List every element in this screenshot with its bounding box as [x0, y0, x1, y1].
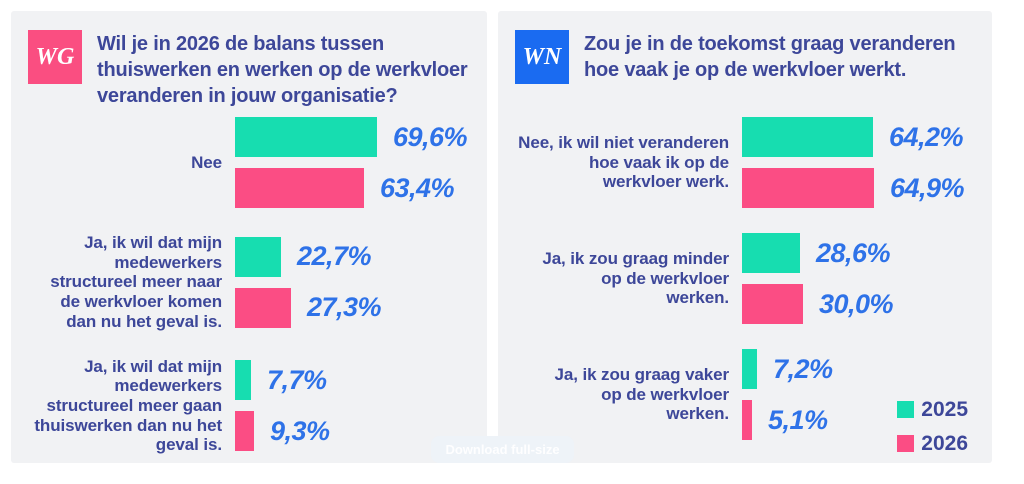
category-label: Ja, ik zou graag vaker op de werkvloer w…	[554, 364, 730, 424]
bar-group: Ja, ik zou graag vaker op de werkvloer w…	[516, 349, 964, 440]
bar-row-2025: 7,2%	[742, 349, 833, 389]
bar-row-2025: 22,7%	[235, 236, 381, 277]
bar-pair: 22,7% 27,3%	[235, 236, 382, 328]
bar-row-2026: 63,4%	[235, 168, 467, 208]
bar-row-2026: 30,0%	[742, 284, 894, 324]
bar-2025	[235, 360, 251, 401]
wn-bar-chart: Nee, ik wil niet veranderen hoe vaak ik …	[516, 117, 965, 465]
bar-2025	[235, 236, 281, 277]
value-label: 9,3%	[270, 415, 330, 446]
legend-label: 2026	[921, 432, 968, 455]
value-label: 22,7%	[297, 241, 372, 272]
category-label: Ja, ik zou graag minder op de werkvloer …	[542, 248, 729, 308]
category-label: Ja, ik wil dat mijn medewerkers structur…	[34, 356, 222, 455]
bar-2026	[742, 400, 752, 440]
panel-wg-title: Wil je in 2026 de balans tussen thuiswer…	[97, 33, 468, 107]
bar-row-2025: 28,6%	[742, 233, 893, 273]
bar-group: Ja, ik wil dat mijn medewerkers structur…	[29, 357, 467, 456]
bar-row-2026: 9,3%	[235, 411, 330, 452]
value-label: 64,9%	[890, 172, 965, 203]
wg-bar-chart: Nee 69,6% 63,4% Ja, ik wil dat mijn medewer…	[29, 117, 468, 480]
panel-wg-header: WG Wil je in 2026 de balans tussen thuis…	[28, 30, 468, 109]
download-full-size-button[interactable]: Download full-size	[431, 436, 574, 463]
value-label: 69,6%	[393, 121, 468, 152]
panel-wn-employees: WN Zou je in de toekomst graag verandere…	[498, 11, 992, 463]
value-label: 27,3%	[307, 292, 382, 323]
bar-group: Ja, ik zou graag minder op de werkvloer …	[516, 233, 964, 324]
wn-badge: WN	[515, 30, 569, 84]
bar-row-2026: 27,3%	[235, 287, 382, 328]
wg-badge: WG	[28, 30, 82, 84]
bar-pair: 28,6% 30,0%	[742, 233, 894, 324]
bar-row-2025: 69,6%	[235, 117, 468, 157]
bar-row-2026: 64,9%	[742, 168, 965, 208]
legend-label: 2025	[921, 398, 968, 421]
value-label: 7,2%	[773, 353, 833, 384]
value-label: 30,0%	[819, 288, 894, 319]
legend-item-2025: 2025	[897, 399, 968, 420]
bar-row-2026: 5,1%	[742, 400, 833, 440]
bar-group: Ja, ik wil dat mijn medewerkers structur…	[29, 233, 467, 332]
value-label: 28,6%	[816, 237, 891, 268]
value-label: 63,4%	[380, 172, 455, 203]
value-label: 5,1%	[768, 404, 828, 435]
chart-legend: 2025 2026	[897, 399, 968, 454]
legend-swatch-2025	[897, 401, 915, 418]
panel-wn-header: WN Zou je in de toekomst graag verandere…	[515, 30, 956, 84]
bar-2026	[742, 168, 874, 208]
bar-pair: 7,7% 9,3%	[235, 360, 330, 452]
legend-item-2026: 2026	[897, 433, 968, 454]
bar-2025	[742, 349, 757, 389]
panel-wg-employers: WG Wil je in 2026 de balans tussen thuis…	[11, 11, 487, 463]
bar-2025	[742, 233, 800, 273]
bar-2026	[742, 284, 803, 324]
bar-group: Nee 69,6% 63,4%	[29, 117, 468, 208]
value-label: 64,2%	[889, 121, 964, 152]
bar-pair: 64,2% 64,9%	[742, 117, 965, 208]
bar-row-2025: 64,2%	[742, 117, 964, 157]
bar-2026	[235, 287, 291, 328]
category-label: Ja, ik wil dat mijn medewerkers structur…	[50, 233, 222, 331]
bar-pair: 7,2% 5,1%	[742, 349, 833, 440]
bar-2025	[742, 117, 873, 157]
panel-wn-title: Zou je in de toekomst graag veranderen h…	[584, 33, 956, 81]
bar-pair: 69,6% 63,4%	[235, 117, 468, 208]
category-label: Nee, ik wil niet veranderen hoe vaak ik …	[518, 132, 729, 192]
bar-2026	[235, 411, 254, 452]
bar-row-2025: 7,7%	[235, 360, 330, 401]
category-label: Nee	[191, 152, 222, 172]
bar-2025	[235, 117, 377, 157]
legend-swatch-2026	[897, 435, 915, 452]
bar-group: Nee, ik wil niet veranderen hoe vaak ik …	[516, 117, 965, 208]
bar-2026	[235, 168, 364, 208]
value-label: 7,7%	[267, 364, 327, 395]
